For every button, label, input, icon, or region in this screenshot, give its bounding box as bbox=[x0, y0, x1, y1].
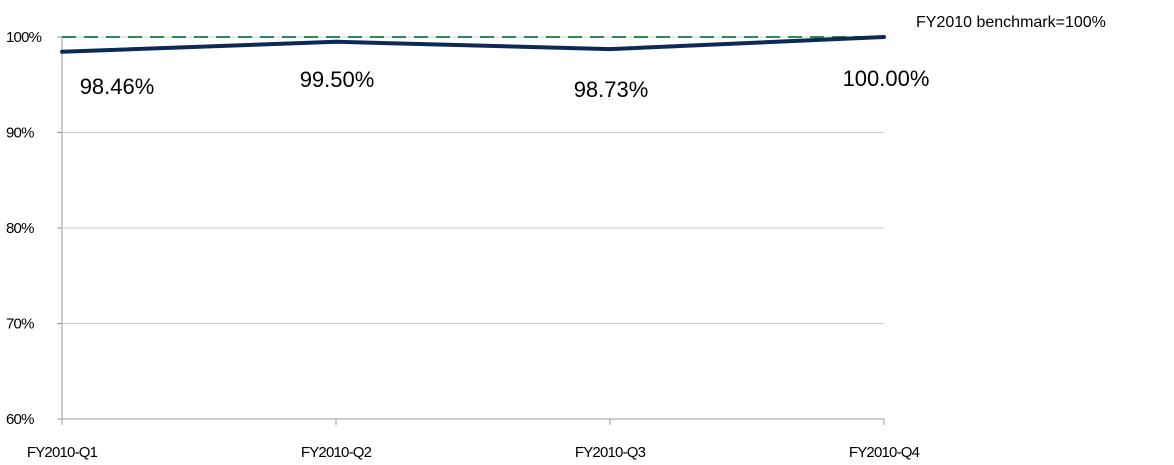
axes: 60% 70% 80% 90% 100% FY2010-Q1 FY2010-Q2 FY2010… bbox=[6, 29, 920, 461]
data-point bbox=[334, 39, 338, 44]
data-point bbox=[882, 35, 886, 39]
y-tick-label: 100% bbox=[6, 29, 42, 46]
data-label: 98.46% bbox=[80, 74, 155, 99]
data-label: 100.00% bbox=[843, 66, 930, 91]
y-tick-label: 70% bbox=[6, 316, 34, 333]
data-point bbox=[60, 49, 64, 54]
data-label: 99.50% bbox=[300, 67, 375, 92]
benchmark-layer: FY2010 benchmark=100% bbox=[62, 14, 1106, 38]
y-tick-label: 60% bbox=[6, 411, 34, 428]
data-label: 98.73% bbox=[574, 77, 649, 102]
labels-layer: 98.46% 99.50% 98.73% 100.00% bbox=[80, 66, 930, 102]
series-layer bbox=[60, 35, 886, 54]
x-tick-label: FY2010-Q3 bbox=[575, 444, 646, 461]
y-tick-label: 90% bbox=[6, 125, 34, 142]
y-tick-label: 80% bbox=[6, 220, 34, 237]
data-point bbox=[608, 47, 612, 52]
gridlines bbox=[62, 36, 884, 324]
x-tick-label: FY2010-Q2 bbox=[301, 444, 372, 461]
series-line bbox=[61, 35, 885, 54]
x-tick-label: FY2010-Q1 bbox=[27, 444, 98, 461]
x-tick-label: FY2010-Q4 bbox=[849, 444, 920, 461]
benchmark-legend-label: FY2010 benchmark=100% bbox=[916, 14, 1106, 31]
